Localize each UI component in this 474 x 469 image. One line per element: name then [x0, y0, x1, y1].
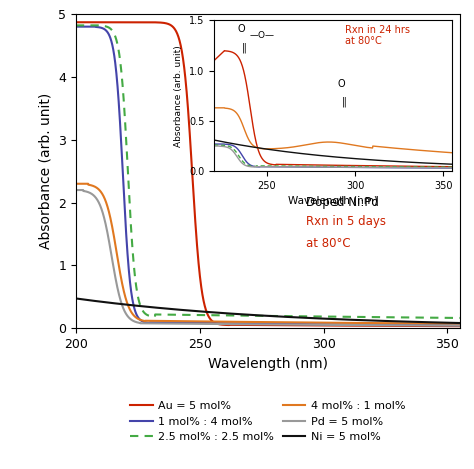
Text: at 80°C: at 80°C — [306, 237, 351, 250]
X-axis label: Wavelength (nm): Wavelength (nm) — [208, 356, 328, 371]
Text: Rxn in 5 days: Rxn in 5 days — [306, 215, 386, 228]
Text: Doped Ni:Pd: Doped Ni:Pd — [306, 197, 379, 209]
Legend: Au = 5 mol%, 1 mol% : 4 mol%, 2.5 mol% : 2.5 mol%, 4 mol% : 1 mol%, Pd = 5 mol%,: Au = 5 mol%, 1 mol% : 4 mol%, 2.5 mol% :… — [126, 397, 410, 446]
Y-axis label: Absorbance (arb. unit): Absorbance (arb. unit) — [38, 93, 53, 250]
